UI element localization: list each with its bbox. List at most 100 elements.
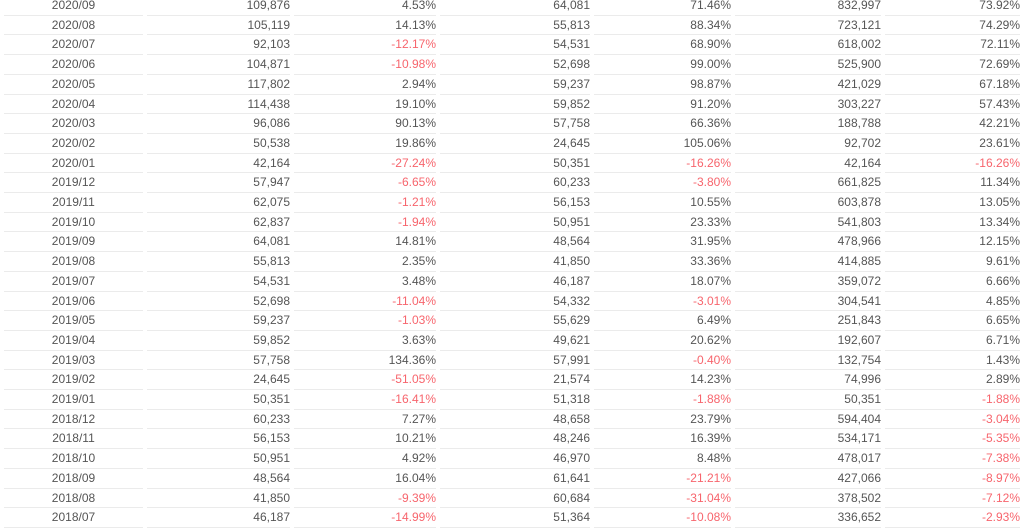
month-cell: 2020/08: [4, 16, 143, 36]
value-cell: 60,233: [147, 410, 290, 430]
table-row: 2020/09 109,876 4.53% 64,081 71.46% 832,997 73…: [4, 0, 1020, 16]
value-cell: 51,318: [440, 390, 590, 410]
month-cell: 2019/07: [4, 272, 143, 292]
change-percent-cell: 74.29%: [885, 16, 1020, 36]
change-percent-cell: -3.04%: [885, 410, 1020, 430]
change-percent-cell: -1.88%: [885, 390, 1020, 410]
change-percent-cell: 4.53%: [294, 0, 436, 16]
change-percent-cell: 71.46%: [594, 0, 731, 16]
month-cell: 2019/06: [4, 292, 143, 312]
month-cell: 2019/04: [4, 331, 143, 351]
value-cell: 96,086: [147, 114, 290, 134]
change-percent-cell: -1.88%: [594, 390, 731, 410]
value-cell: 56,153: [440, 193, 590, 213]
change-percent-cell: 42.21%: [885, 114, 1020, 134]
change-percent-cell: 13.34%: [885, 213, 1020, 233]
change-percent-cell: -11.04%: [294, 292, 436, 312]
change-percent-cell: 23.79%: [594, 410, 731, 430]
table-row: 2019/12 57,947 -6.65% 60,233 -3.80% 661,825 11…: [4, 173, 1020, 194]
value-cell: 55,629: [440, 311, 590, 331]
change-percent-cell: 3.48%: [294, 272, 436, 292]
change-percent-cell: -1.94%: [294, 213, 436, 233]
value-cell: 414,885: [735, 252, 881, 272]
value-cell: 251,843: [735, 311, 881, 331]
value-cell: 42,164: [147, 154, 290, 174]
change-percent-cell: 20.62%: [594, 331, 731, 351]
value-cell: 48,564: [147, 469, 290, 489]
table-row: 2019/02 24,645 -51.05% 21,574 14.23% 74,996 2.…: [4, 370, 1020, 391]
change-percent-cell: 33.36%: [594, 252, 731, 272]
change-percent-cell: -16.26%: [885, 154, 1020, 174]
value-cell: 60,684: [440, 489, 590, 509]
table-row: 2018/08 41,850 -9.39% 60,684 -31.04% 378,502-…: [4, 489, 1020, 509]
table-row: 2019/07 54,531 3.48% 46,187 18.07% 359,072 6.6…: [4, 272, 1020, 292]
value-cell: 92,103: [147, 35, 290, 56]
value-cell: 24,645: [147, 370, 290, 391]
value-cell: 59,237: [147, 311, 290, 331]
value-cell: 57,758: [440, 114, 590, 134]
value-cell: 832,997: [735, 0, 881, 16]
change-percent-cell: 4.92%: [294, 449, 436, 469]
change-percent-cell: -7.38%: [885, 449, 1020, 469]
change-percent-cell: 6.65%: [885, 311, 1020, 331]
change-percent-cell: 10.21%: [294, 429, 436, 450]
table-row: 2019/10 62,837 -1.94% 50,951 23.33% 541,803 13…: [4, 213, 1020, 233]
value-cell: 50,351: [440, 154, 590, 174]
value-cell: 46,970: [440, 449, 590, 469]
change-percent-cell: 14.23%: [594, 370, 731, 391]
value-cell: 57,758: [147, 351, 290, 371]
change-percent-cell: -12.17%: [294, 35, 436, 56]
change-percent-cell: -51.05%: [294, 370, 436, 391]
value-cell: 478,966: [735, 232, 881, 253]
change-percent-cell: -3.01%: [594, 292, 731, 312]
change-percent-cell: 11.34%: [885, 173, 1020, 194]
value-cell: 49,621: [440, 331, 590, 351]
month-cell: 2019/11: [4, 193, 143, 213]
table-row: 2019/01 50,351 -16.41% 51,318 -1.88% 50,351 -1…: [4, 390, 1020, 410]
value-cell: 42,164: [735, 154, 881, 174]
value-cell: 62,075: [147, 193, 290, 213]
table-row: 2018/12 60,233 7.27% 48,658 23.79% 594,404 -3.…: [4, 410, 1020, 430]
change-percent-cell: 2.35%: [294, 252, 436, 272]
change-percent-cell: 12.15%: [885, 232, 1020, 253]
change-percent-cell: 16.04%: [294, 469, 436, 489]
value-cell: 534,171: [735, 429, 881, 450]
value-cell: 55,813: [440, 16, 590, 36]
month-cell: 2019/01: [4, 390, 143, 410]
table-row: 2020/02 50,538 19.86% 24,645 105.06% 92,702 23…: [4, 134, 1020, 154]
change-percent-cell: -9.39%: [294, 489, 436, 509]
table-row: 2019/09 64,081 14.81% 48,564 31.95% 478,966 12…: [4, 232, 1020, 253]
change-percent-cell: 68.90%: [594, 35, 731, 56]
change-percent-cell: 19.10%: [294, 95, 436, 115]
value-cell: 59,237: [440, 75, 590, 95]
change-percent-cell: 8.48%: [594, 449, 731, 469]
month-cell: 2019/05: [4, 311, 143, 331]
value-cell: 50,351: [735, 390, 881, 410]
value-cell: 61,641: [440, 469, 590, 489]
change-percent-cell: 99.00%: [594, 55, 731, 75]
change-percent-cell: 13.05%: [885, 193, 1020, 213]
change-percent-cell: 91.20%: [594, 95, 731, 115]
value-cell: 57,991: [440, 351, 590, 371]
month-cell: 2020/02: [4, 134, 143, 154]
change-percent-cell: 90.13%: [294, 114, 436, 134]
value-cell: 192,607: [735, 331, 881, 351]
change-percent-cell: 18.07%: [594, 272, 731, 292]
month-cell: 2019/12: [4, 173, 143, 194]
value-cell: 661,825: [735, 173, 881, 194]
table-row: 2018/07 46,187 -14.99% 51,364 -10.08% 336,652…: [4, 508, 1020, 528]
table-row: 2019/06 52,698 -11.04% 54,332 -3.01% 304,541 4…: [4, 292, 1020, 312]
value-cell: 594,404: [735, 410, 881, 430]
value-cell: 50,351: [147, 390, 290, 410]
value-cell: 57,947: [147, 173, 290, 194]
value-cell: 427,066: [735, 469, 881, 489]
change-percent-cell: -1.03%: [294, 311, 436, 331]
value-cell: 359,072: [735, 272, 881, 292]
change-percent-cell: 72.69%: [885, 55, 1020, 75]
month-cell: 2018/11: [4, 429, 143, 450]
month-cell: 2020/03: [4, 114, 143, 134]
month-cell: 2018/12: [4, 410, 143, 430]
value-cell: 59,852: [440, 95, 590, 115]
change-percent-cell: -14.99%: [294, 508, 436, 528]
